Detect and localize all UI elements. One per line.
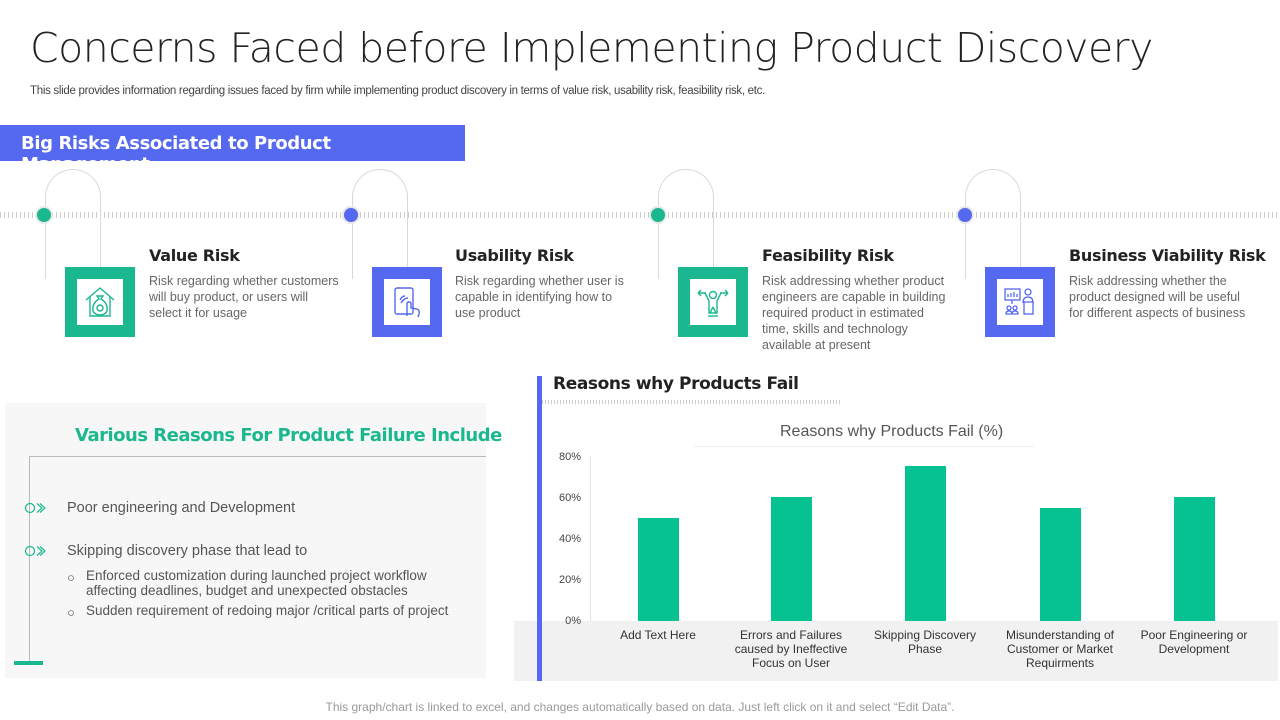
timeline-arc <box>965 169 1021 279</box>
timeline-arc <box>45 169 101 279</box>
bar[interactable] <box>1040 507 1081 621</box>
x-label: Add Text Here <box>620 628 696 642</box>
reason-item: Poor engineering and Development <box>67 500 296 516</box>
x-axis-band <box>514 621 1278 681</box>
sub-bullet-icon <box>68 610 74 616</box>
dotted-divider <box>542 400 840 404</box>
timeline-node <box>649 206 667 224</box>
y-tick: 20% <box>558 574 581 586</box>
x-label: Poor Engineering or Development <box>1140 628 1248 656</box>
sub-bullet-icon <box>68 575 74 581</box>
divider <box>694 446 1034 447</box>
risk-title: Value Risk <box>149 246 240 265</box>
accent-bar <box>537 376 542 681</box>
bar[interactable] <box>905 466 946 621</box>
chart-section-header: Reasons why Products Fail <box>553 374 799 394</box>
section-banner: Big Risks Associated to Product Manageme… <box>0 125 465 175</box>
risk-title: Feasibility Risk <box>762 246 894 265</box>
page-subtitle: This slide provides information regardin… <box>30 85 765 97</box>
risk-title: Business Viability Risk <box>1069 246 1266 265</box>
page-title: Concerns Faced before Implementing Produ… <box>30 24 1153 72</box>
y-tick: 0% <box>565 615 581 627</box>
presentation-audience-icon <box>1004 288 1034 315</box>
x-label: Misunderstanding of Customer or Market R… <box>1005 628 1115 670</box>
divider <box>29 456 30 661</box>
y-tick: 60% <box>558 492 581 504</box>
risk-icon-box <box>372 267 442 337</box>
y-axis <box>590 456 591 621</box>
risk-description: Risk regarding whether customers will bu… <box>149 274 339 320</box>
money-bag-house-icon <box>85 287 115 317</box>
divider <box>29 456 486 457</box>
chart-title[interactable]: Reasons why Products Fail (%) <box>780 423 1004 440</box>
timeline-node <box>342 206 360 224</box>
timeline-node <box>956 206 974 224</box>
timeline-dotted-line <box>0 212 1280 218</box>
risk-icon-box <box>985 267 1055 337</box>
y-tick: 80% <box>558 451 581 463</box>
footer-note: This graph/chart is linked to excel, and… <box>325 700 955 714</box>
y-tick: 40% <box>558 533 581 545</box>
tablet-touch-icon <box>394 287 420 318</box>
bar[interactable] <box>1174 497 1215 621</box>
reasons-panel <box>5 403 486 678</box>
timeline-arc <box>352 169 408 279</box>
risk-icon-box <box>678 267 748 337</box>
risk-description: Risk addressing whether product engineer… <box>762 274 946 352</box>
risk-title: Usability Risk <box>455 246 574 265</box>
bar[interactable] <box>638 517 679 621</box>
reason-sub-item: Enforced customization during launched p… <box>86 568 427 598</box>
circle-chevron-bullet-icon <box>24 545 46 557</box>
timeline-arc <box>658 169 714 279</box>
reason-item: Skipping discovery phase that lead to <box>67 543 308 559</box>
person-arrows-icon <box>697 289 729 317</box>
circle-chevron-bullet-icon <box>24 502 46 514</box>
accent-bar <box>14 661 43 665</box>
risk-icon-box <box>65 267 135 337</box>
timeline-node <box>35 206 53 224</box>
x-label: Skipping Discovery Phase <box>873 628 977 656</box>
risk-description: Risk addressing whether the product desi… <box>1069 274 1246 320</box>
reasons-panel-title: Various Reasons For Product Failure Incl… <box>75 425 502 446</box>
risk-description: Risk regarding whether user is capable i… <box>455 274 624 320</box>
bar[interactable] <box>771 497 812 621</box>
x-label: Errors and Failures caused by Ineffectiv… <box>734 628 848 670</box>
reason-sub-item: Sudden requirement of redoing major /cri… <box>86 603 449 618</box>
